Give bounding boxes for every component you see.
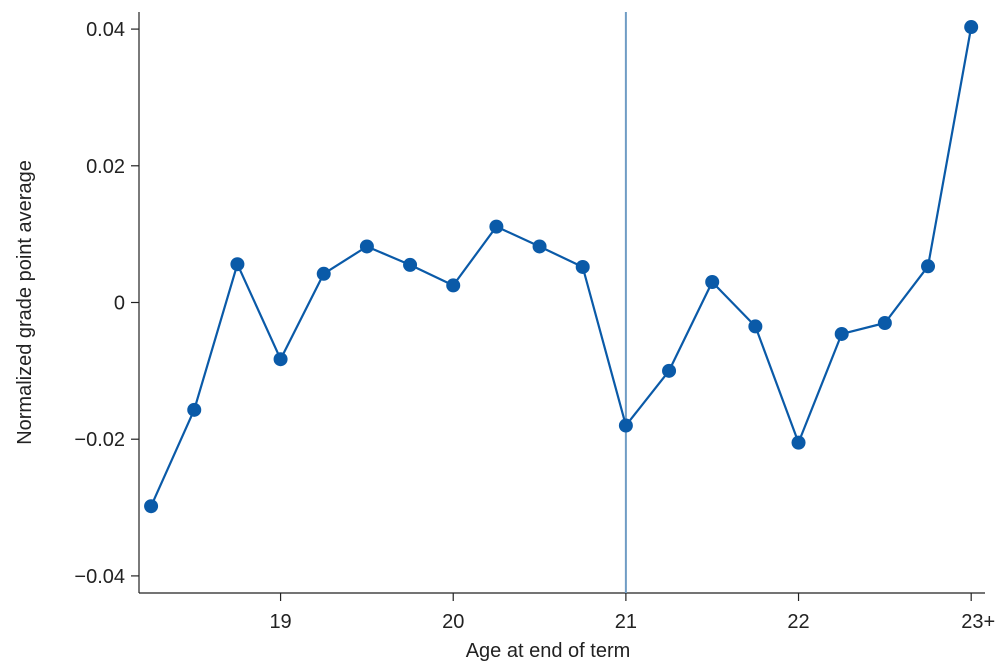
data-point	[359, 239, 374, 254]
data-point	[489, 219, 504, 234]
data-point	[921, 259, 936, 274]
data-point	[316, 266, 331, 281]
data-point	[877, 316, 892, 331]
data-point	[618, 418, 633, 433]
data-point	[964, 20, 979, 35]
data-point	[662, 363, 677, 378]
x-tick-label: 23+	[961, 611, 995, 633]
data-point	[230, 257, 245, 272]
y-tick-label: −0.02	[74, 429, 125, 451]
data-point	[748, 319, 763, 334]
y-tick-label: 0.04	[86, 19, 125, 41]
x-tick-label: 22	[787, 611, 809, 633]
data-point	[791, 435, 806, 450]
series-line	[150, 26, 973, 507]
data-point	[187, 402, 202, 417]
y-tick-label: 0	[114, 293, 125, 315]
data-point	[705, 274, 720, 289]
x-tick-label: 21	[615, 611, 637, 633]
x-tick-label: 19	[269, 611, 291, 633]
data-point	[273, 352, 288, 367]
y-tick-label: −0.04	[74, 566, 125, 588]
data-point	[834, 326, 849, 341]
x-tick-label: 20	[442, 611, 464, 633]
y-tick-label: 0.02	[86, 156, 125, 178]
axes: 0.04 0.02 0 −0.02 −0.04 19 20 21 22 23+	[74, 12, 995, 633]
data-point	[532, 239, 547, 254]
data-point	[575, 259, 590, 274]
data-point	[446, 278, 461, 293]
data-point	[403, 257, 418, 272]
y-axis-title: Normalized grade point average	[14, 160, 36, 445]
labels-layer: Age at end of term Normalized grade poin…	[14, 160, 630, 662]
series-layer	[144, 20, 979, 514]
x-axis-title: Age at end of term	[466, 640, 631, 662]
data-point	[144, 499, 159, 514]
